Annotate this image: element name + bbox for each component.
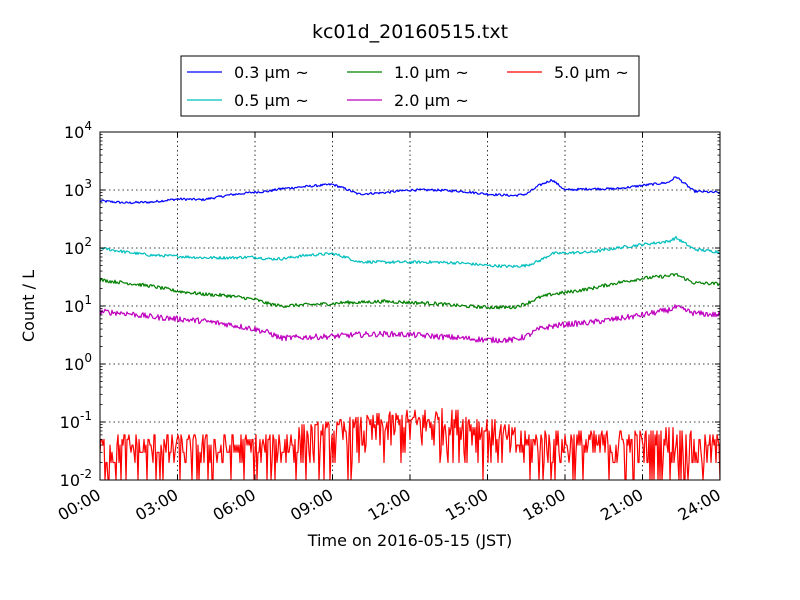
legend-label: 5.0 μm ~ [554,63,629,82]
y-tick-label: 103 [64,177,92,200]
legend: 0.3 μm ~ 1.0 μm ~ 5.0 μm ~ 0.5 μm ~ 2.0 μm ~ [180,55,640,117]
y-tick-label: 104 [64,119,92,142]
legend-box [180,55,640,117]
x-axis-label: Time on 2016-05-15 (JST) [307,531,512,550]
y-tick-label: 100 [64,351,92,374]
tick-layer [99,131,721,481]
series-line-5 [100,408,720,480]
series-line-3 [100,273,720,310]
y-tick-label: 10-2 [60,467,92,490]
y-tick-labels: 10-2 10-1 100 101 102 103 104 [60,119,92,490]
series-layer [100,176,720,480]
y-tick-label: 101 [64,293,92,316]
legend-label: 1.0 μm ~ [394,63,469,82]
legend-label: 0.3 μm ~ [234,63,309,82]
series-line-2 [100,235,720,268]
chart-title: kc01d_20160515.txt [312,21,508,43]
series-line-1 [100,176,720,205]
y-tick-label: 102 [64,235,92,258]
legend-label: 2.0 μm ~ [394,91,469,110]
legend-label: 0.5 μm ~ [234,91,309,110]
y-tick-label: 10-1 [60,409,92,432]
y-axis-label: Count / L [19,270,38,342]
series-line-4 [100,304,720,344]
